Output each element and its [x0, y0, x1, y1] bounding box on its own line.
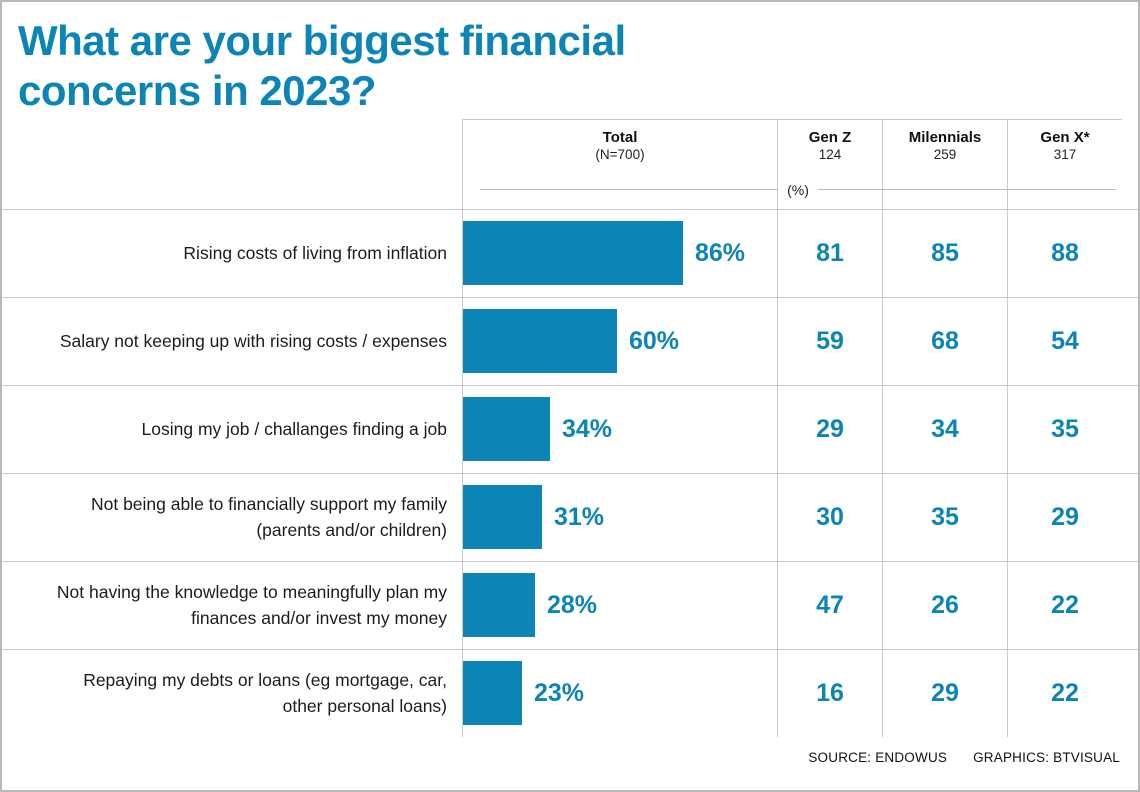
graphics-credit: GRAPHICS: BTVISUAL — [973, 750, 1120, 766]
unit-row: (%) — [2, 170, 1138, 209]
category-label: Salary not keeping up with rising costs … — [59, 331, 447, 352]
total-bar-cell: 28% — [462, 561, 777, 649]
millennials-value: 29 — [882, 649, 1007, 737]
genz-value: 81 — [777, 209, 882, 297]
genz-value: 30 — [777, 473, 882, 561]
bar-value-label: 28% — [547, 590, 598, 619]
bar — [463, 485, 542, 550]
genz-value: 47 — [777, 561, 882, 649]
divider-line — [817, 189, 1116, 191]
category-label: Losing my job / challanges finding a job — [141, 419, 447, 440]
genx-value: 29 — [1007, 473, 1122, 561]
unit-divider: (%) — [480, 181, 1116, 198]
source-credit: SOURCE: ENDOWUS — [808, 750, 948, 766]
table-row: Rising costs of living from inflation 86… — [2, 208, 1138, 297]
header-millennials-label: Milennials — [908, 128, 982, 146]
genx-value: 22 — [1007, 649, 1122, 737]
total-bar-cell: 31% — [462, 473, 777, 561]
bar — [463, 397, 550, 462]
header-genx-sub: 317 — [1053, 146, 1077, 162]
header-millennials: Milennials 259 — [882, 118, 1007, 171]
divider-line — [480, 189, 779, 191]
bar-value-label: 34% — [562, 414, 613, 443]
table-header: Total (N=700) Gen Z 124 Milennials 259 G… — [2, 118, 1138, 171]
header-total-label: Total — [602, 128, 638, 146]
page-title: What are your biggest financial concerns… — [18, 17, 626, 115]
bar-value-label: 31% — [554, 502, 605, 531]
millennials-value: 26 — [882, 561, 1007, 649]
bar — [463, 309, 617, 374]
header-genz-sub: 124 — [818, 146, 842, 162]
millennials-value: 34 — [882, 385, 1007, 473]
genz-value: 29 — [777, 385, 882, 473]
bar-value-label: 60% — [629, 326, 680, 355]
bar — [463, 573, 535, 638]
total-bar-cell: 34% — [462, 385, 777, 473]
header-genz-label: Gen Z — [808, 128, 852, 146]
table-row: Repaying my debts or loans (eg mortgage,… — [2, 648, 1138, 737]
table-row: Not having the knowledge to meaningfully… — [2, 560, 1138, 649]
header-genx-label: Gen X* — [1040, 128, 1090, 146]
total-bar-cell: 86% — [462, 209, 777, 297]
bar-value-label: 23% — [534, 678, 585, 707]
unit-label: (%) — [778, 181, 818, 198]
table-row: Salary not keeping up with rising costs … — [2, 296, 1138, 385]
category-label: Not having the knowledge to meaningfully… — [56, 582, 447, 629]
category-label: Not being able to financially support my… — [90, 494, 447, 541]
header-spacer — [18, 119, 462, 171]
bar — [463, 221, 683, 286]
total-bar-cell: 23% — [462, 649, 777, 737]
table-row: Not being able to financially support my… — [2, 472, 1138, 561]
header-genz: Gen Z 124 — [777, 118, 882, 171]
total-bar-cell: 60% — [462, 297, 777, 385]
header-total-sub: (N=700) — [595, 146, 645, 162]
table-row: Losing my job / challanges finding a job… — [2, 384, 1138, 473]
genz-value: 16 — [777, 649, 882, 737]
category-label: Rising costs of living from inflation — [183, 243, 447, 264]
category-label: Repaying my debts or loans (eg mortgage,… — [83, 670, 447, 717]
millennials-value: 68 — [882, 297, 1007, 385]
bar-value-label: 86% — [695, 238, 746, 267]
genz-value: 59 — [777, 297, 882, 385]
genx-value: 88 — [1007, 209, 1122, 297]
header-millennials-sub: 259 — [933, 146, 957, 162]
genx-value: 35 — [1007, 385, 1122, 473]
millennials-value: 85 — [882, 209, 1007, 297]
millennials-value: 35 — [882, 473, 1007, 561]
footer: SOURCE: ENDOWUS GRAPHICS: BTVISUAL — [2, 737, 1138, 779]
header-genx: Gen X* 317 — [1007, 118, 1122, 171]
header-total: Total (N=700) — [462, 118, 777, 171]
bar — [463, 661, 522, 726]
genx-value: 22 — [1007, 561, 1122, 649]
genx-value: 54 — [1007, 297, 1122, 385]
